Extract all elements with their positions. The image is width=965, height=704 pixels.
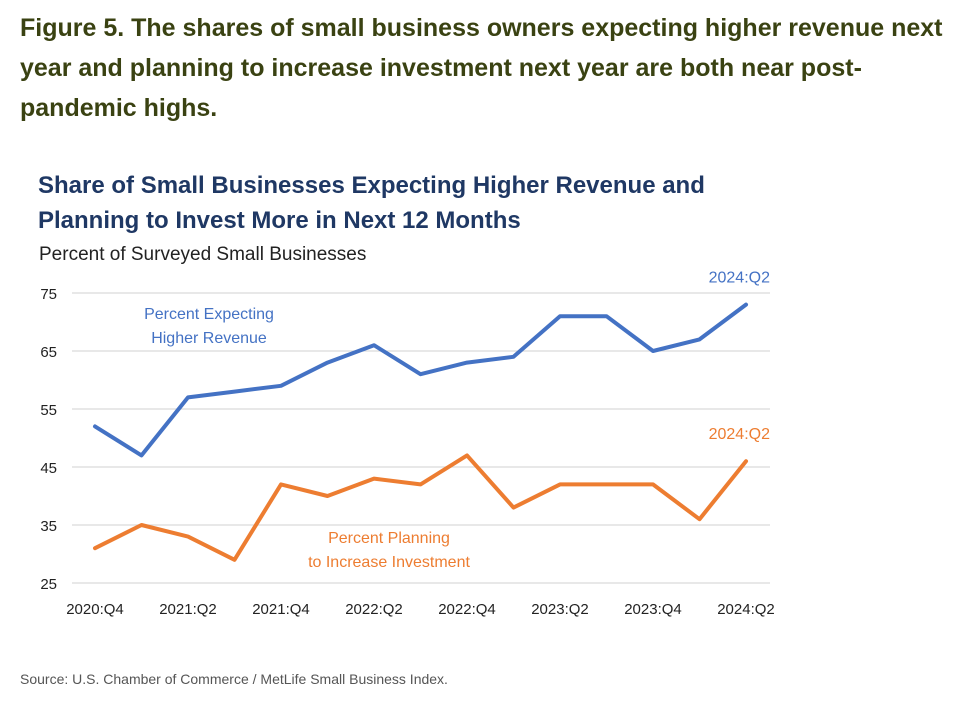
x-tick-label: 2024:Q2 — [717, 601, 775, 618]
series-annotations: Percent Expecting Higher Revenue 2024:Q2 Pe… — [144, 270, 770, 571]
y-tick-label: 55 — [40, 402, 57, 419]
y-tick-label: 65 — [40, 344, 57, 361]
y-axis-label: Percent of Surveyed Small Businesses — [39, 244, 367, 265]
x-tick-label: 2021:Q4 — [252, 601, 310, 618]
y-tick-labels: 25 35 45 55 65 75 — [40, 286, 57, 593]
series-label-line: to Increase Investment — [308, 554, 470, 571]
y-tick-label: 45 — [40, 460, 57, 477]
series-line — [93, 302, 748, 458]
source-note: Source: U.S. Chamber of Commerce / MetLi… — [20, 671, 448, 687]
x-tick-label: 2022:Q2 — [345, 601, 403, 618]
chart-title: Share of Small Businesses Expecting High… — [38, 172, 705, 234]
x-tick-label: 2020:Q4 — [66, 601, 124, 618]
x-tick-labels: 2020:Q4 2021:Q2 2021:Q4 2022:Q2 2022:Q4 2023:… — [66, 601, 775, 618]
series-line — [93, 453, 748, 562]
figure-title: Figure 5. The shares of small business o… — [20, 14, 943, 122]
series-label-line: Higher Revenue — [151, 330, 267, 347]
series-lines — [93, 302, 748, 562]
x-tick-label: 2023:Q2 — [531, 601, 589, 618]
y-tick-label: 25 — [40, 576, 57, 593]
x-tick-label: 2022:Q4 — [438, 601, 496, 618]
y-tick-label: 35 — [40, 518, 57, 535]
end-point-label: 2024:Q2 — [709, 426, 770, 443]
series-label-line: Percent Expecting — [144, 306, 274, 323]
series-label-line: Percent Planning — [328, 530, 450, 547]
end-point-label: 2024:Q2 — [709, 270, 770, 287]
y-tick-label: 75 — [40, 286, 57, 303]
x-tick-label: 2023:Q4 — [624, 601, 682, 618]
x-tick-label: 2021:Q2 — [159, 601, 217, 618]
